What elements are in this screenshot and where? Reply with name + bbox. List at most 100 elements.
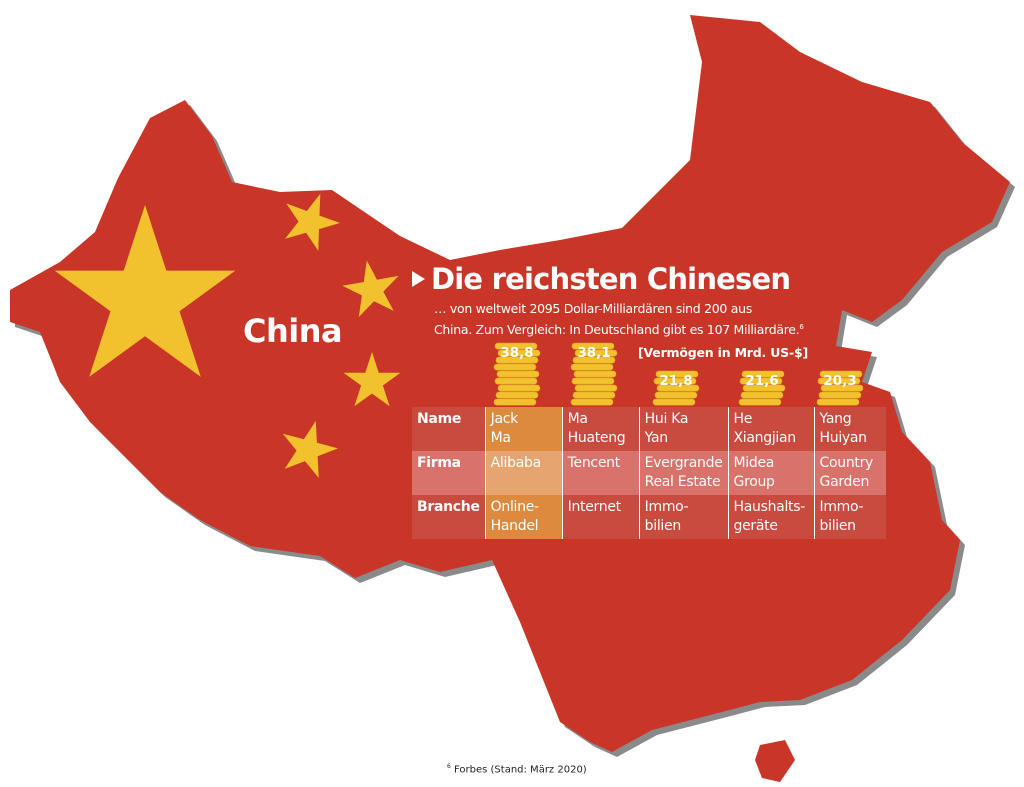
- coin: [819, 370, 863, 378]
- table-cell-name: Jack Ma: [484, 407, 563, 451]
- coin-value-label: 20,3: [823, 373, 857, 389]
- small-star-icon: [285, 193, 340, 251]
- cell-line: Handel: [490, 518, 539, 534]
- table-cell-name: He Xiangjian: [727, 407, 815, 451]
- cell-line: Tencent: [567, 455, 621, 471]
- subtitle: … von weltweit 2095 Dollar-Milliardären …: [434, 299, 854, 339]
- coin-stack-bar: [652, 370, 700, 406]
- table-cell-branche: Immo-bilien: [813, 495, 886, 539]
- small-star-icon: [282, 421, 338, 478]
- cell-line: Xiangjian: [733, 430, 797, 446]
- coin: [570, 398, 614, 406]
- table-cell-firma: Alibaba: [484, 451, 563, 495]
- coin: [820, 384, 864, 392]
- coin: [573, 370, 617, 378]
- table-cell-name: Ma Huateng: [561, 407, 640, 451]
- coin: [739, 377, 783, 385]
- footnote-ref: 6: [799, 323, 804, 331]
- coin-stack-bar: [570, 342, 618, 406]
- coin: [655, 370, 699, 378]
- footnote: 6 Forbes (Stand: März 2020): [447, 763, 587, 775]
- coin: [816, 398, 860, 406]
- table-cell-firma: Country Garden: [813, 451, 886, 495]
- coin: [497, 349, 541, 357]
- coin: [654, 391, 698, 399]
- table-cell-branche: Immo-bilien: [638, 495, 729, 539]
- billionaire-table: Name Jack Ma Ma Huateng Hui Ka Yan He Xiangjian Y…: [412, 407, 886, 539]
- cell-line: Ma: [567, 411, 588, 427]
- row-label: Branche: [412, 495, 486, 539]
- footnote-text: Forbes (Stand: März 2020): [454, 764, 587, 776]
- coin-stack-bar: [738, 370, 786, 406]
- cell-line: Immo-: [644, 499, 689, 515]
- subtitle-line-1: … von weltweit 2095 Dollar-Milliardären …: [434, 301, 752, 316]
- coin: [495, 356, 539, 364]
- cell-line: Haushalts-: [733, 499, 806, 515]
- cell-line: Alibaba: [490, 455, 542, 471]
- triangle-bullet-icon: [412, 271, 425, 287]
- small-star-icon: [342, 260, 399, 317]
- coin-stacks: [493, 342, 864, 406]
- cell-line: geräte: [733, 518, 778, 534]
- chart-title: Die reichsten Chinesen: [412, 262, 791, 296]
- unit-label: [Vermögen in Mrd. US-$]: [638, 345, 808, 360]
- table-cell-branche: Haushalts-geräte: [727, 495, 815, 539]
- cell-line: Group: [733, 474, 775, 490]
- cell-line: Immo-: [819, 499, 864, 515]
- coin: [497, 384, 541, 392]
- cell-line: Midea: [733, 455, 775, 471]
- coin-stack-bar: [493, 342, 541, 406]
- cell-line: Huiyan: [819, 430, 868, 446]
- cell-line: Garden: [819, 474, 870, 490]
- cell-line: Real Estate: [644, 474, 721, 490]
- coin: [652, 398, 696, 406]
- coin-value-label: 38,8: [500, 345, 534, 361]
- coin: [570, 363, 614, 371]
- coin: [494, 377, 538, 385]
- cell-line: Hui Ka: [644, 411, 689, 427]
- cell-line: Evergrande: [644, 455, 723, 471]
- cell-line: Jack: [490, 411, 519, 427]
- coin: [572, 391, 616, 399]
- cell-line: Huateng: [567, 430, 626, 446]
- cell-line: Yan: [644, 430, 668, 446]
- coin: [495, 391, 539, 399]
- coin: [741, 370, 785, 378]
- title-text: Die reichsten Chinesen: [431, 262, 791, 296]
- row-label: Name: [412, 407, 486, 451]
- coin: [738, 398, 782, 406]
- cell-line: Internet: [567, 499, 622, 515]
- footnote-number: 6: [447, 763, 451, 770]
- table-cell-name: Hui Ka Yan: [638, 407, 729, 451]
- coin-value-label: 21,6: [745, 373, 779, 389]
- coin: [574, 349, 618, 357]
- table-cell-branche: Internet: [561, 495, 640, 539]
- table-cell-firma: Evergrande Real Estate: [638, 451, 729, 495]
- coin: [572, 356, 616, 364]
- coin: [653, 377, 697, 385]
- cell-line: [568, 473, 634, 492]
- coin: [817, 377, 861, 385]
- coin: [496, 370, 540, 378]
- small-star-icon: [343, 352, 401, 407]
- table-row-branche: Branche Online- Handel Internet Immo-bilien H…: [412, 495, 886, 539]
- coin: [656, 384, 700, 392]
- table-cell-firma: Tencent: [561, 451, 640, 495]
- cell-line: bilien: [819, 518, 857, 534]
- table-row-firma: Firma Alibaba Tencent Evergrande Real Estate…: [412, 451, 886, 495]
- coin-value-label: 38,1: [577, 345, 611, 361]
- hainan-shape: [755, 740, 795, 782]
- coin: [571, 342, 615, 350]
- country-label: China: [243, 312, 343, 350]
- cell-line: Online-: [490, 499, 539, 515]
- cell-line: Country: [819, 455, 874, 471]
- coin: [493, 363, 537, 371]
- cell-line: bilien: [644, 518, 682, 534]
- large-star-icon: [54, 205, 236, 377]
- coin: [571, 377, 615, 385]
- subtitle-line-2-text: China. Zum Vergleich: In Deutschland gib…: [434, 322, 800, 338]
- table-cell-name: Yang Huiyan: [813, 407, 886, 451]
- flag-stars: [54, 193, 401, 478]
- coin: [574, 384, 618, 392]
- coin: [494, 342, 538, 350]
